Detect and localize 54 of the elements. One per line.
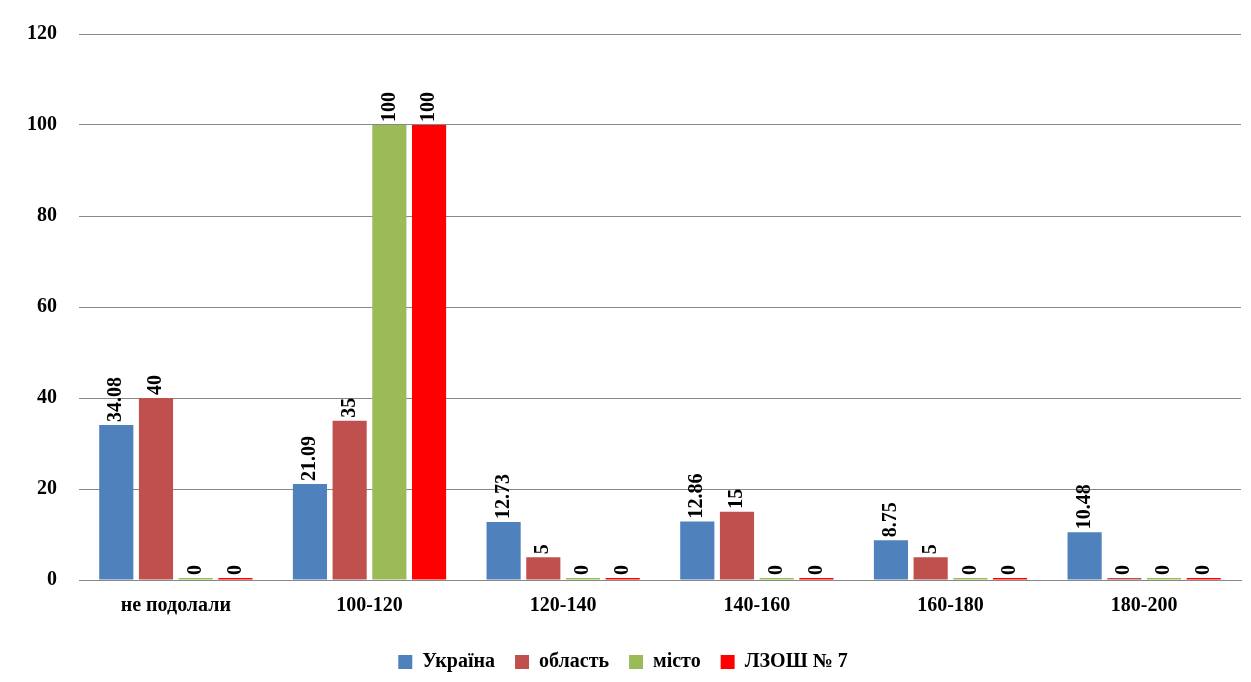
y-tick-label: 80 [37, 203, 57, 226]
bar [680, 521, 715, 580]
legend-label: ЛЗОШ № 7 [744, 649, 848, 672]
bar [873, 540, 909, 580]
data-label: 34.08 [103, 376, 126, 422]
y-tick-label: 60 [37, 294, 57, 317]
y-tick-label: 20 [37, 476, 57, 499]
legend-label: Україна [422, 649, 496, 673]
data-label: 100 [376, 92, 399, 122]
y-tick-label: 100 [27, 112, 57, 135]
data-label: 12.73 [490, 474, 513, 520]
data-label: 15 [724, 488, 747, 509]
data-label: 0 [222, 565, 245, 575]
bar [526, 557, 561, 580]
bar [99, 424, 134, 580]
bar [411, 125, 447, 580]
data-label: 0 [570, 565, 593, 575]
bar [486, 522, 521, 580]
bar [719, 511, 755, 580]
y-tick-label: 0 [47, 567, 57, 590]
data-label: 5 [917, 544, 940, 555]
bar [138, 398, 174, 580]
data-label: 8.75 [878, 502, 901, 538]
data-label: 21.09 [297, 436, 320, 482]
data-label: 0 [957, 565, 980, 575]
bar [1067, 532, 1102, 580]
data-label: 40 [143, 375, 166, 395]
x-tick-label: 160-180 [917, 593, 984, 616]
y-tick-label: 120 [27, 21, 57, 44]
x-tick-label: 180-200 [1110, 593, 1178, 616]
x-tick-label: 120-140 [529, 593, 597, 616]
data-label: 100 [416, 92, 439, 122]
data-label: 0 [1151, 565, 1174, 575]
y-tick-label: 40 [37, 385, 57, 408]
x-tick-label: 140-160 [723, 593, 791, 616]
data-label: 0 [1111, 565, 1134, 575]
bar [332, 420, 367, 580]
x-tick-label: не подолали [120, 593, 232, 616]
data-label: 0 [182, 565, 205, 575]
bar [372, 125, 407, 580]
data-label: 0 [803, 565, 826, 575]
data-label: 10.48 [1071, 484, 1094, 530]
x-tick-label: 100-120 [336, 593, 403, 616]
data-label: 0 [1190, 565, 1213, 575]
legend-label: область [539, 649, 610, 672]
data-label: 0 [997, 565, 1020, 575]
data-label: 0 [609, 565, 632, 575]
data-label: 5 [530, 544, 553, 555]
data-label: 12.86 [684, 473, 707, 519]
data-label: 0 [763, 565, 786, 575]
bar [292, 484, 328, 580]
data-label: 35 [336, 397, 359, 418]
bar [913, 557, 948, 580]
legend-label: місто [653, 649, 701, 672]
